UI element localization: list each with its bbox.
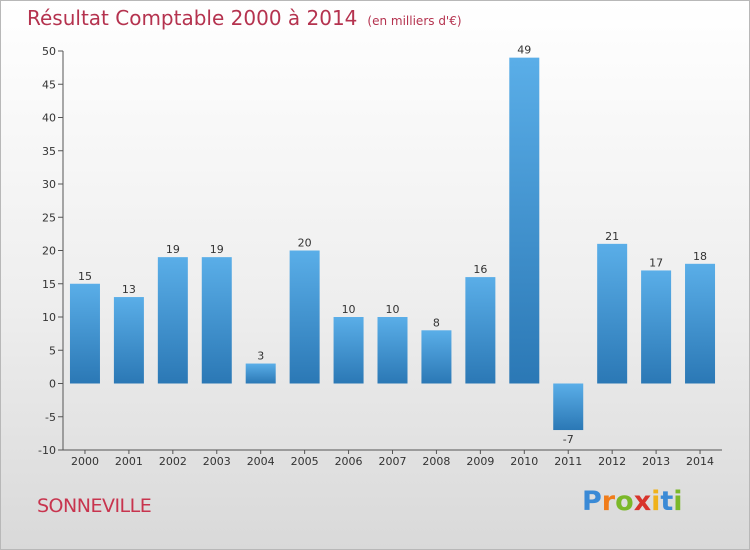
bar-2009 bbox=[465, 277, 496, 384]
logo-letter: P bbox=[582, 486, 602, 517]
y-tick-label: 30 bbox=[42, 178, 56, 191]
x-tick-label-2004: 2004 bbox=[247, 455, 275, 468]
x-tick-label-2002: 2002 bbox=[159, 455, 187, 468]
logo-letter: x bbox=[633, 486, 652, 517]
y-tick-label: 35 bbox=[42, 145, 56, 158]
data-label-2001: 13 bbox=[122, 283, 136, 296]
data-label-2005: 20 bbox=[298, 237, 312, 250]
bar-2003 bbox=[201, 257, 232, 384]
x-tick-label-2011: 2011 bbox=[554, 455, 582, 468]
bar-2006 bbox=[333, 317, 364, 384]
x-tick-label-2012: 2012 bbox=[598, 455, 626, 468]
label-layer: 15 13 19 19 3 20 10 10 8 16 49 -7 21 17 18 bbox=[78, 44, 707, 446]
data-label-2008: 8 bbox=[433, 316, 440, 329]
bar-2004 bbox=[245, 363, 276, 384]
bar-2014 bbox=[685, 263, 716, 384]
x-tick-label-2009: 2009 bbox=[466, 455, 494, 468]
logo-letter: i bbox=[673, 486, 683, 517]
y-tick-label: 5 bbox=[49, 344, 56, 357]
bar-2002 bbox=[157, 257, 188, 384]
chart-subtitle: (en milliers d'€) bbox=[367, 14, 462, 28]
x-tick-label-2008: 2008 bbox=[422, 455, 450, 468]
x-tick-label-2010: 2010 bbox=[510, 455, 538, 468]
data-label-2000: 15 bbox=[78, 270, 92, 283]
y-tick-label: 50 bbox=[42, 45, 56, 58]
bar-2000 bbox=[69, 283, 100, 384]
bar-2011 bbox=[553, 383, 584, 431]
data-label-2010: 49 bbox=[517, 44, 531, 57]
bar-2007 bbox=[377, 317, 408, 384]
bar-2013 bbox=[641, 270, 672, 384]
bar-2001 bbox=[113, 297, 144, 384]
chart-title: Résultat Comptable 2000 à 2014 (en millie… bbox=[27, 6, 462, 30]
commune-name: SONNEVILLE bbox=[37, 495, 152, 517]
x-tick-label-2007: 2007 bbox=[379, 455, 407, 468]
bar-2008 bbox=[421, 330, 452, 384]
logo-letter: i bbox=[651, 486, 661, 517]
logo-letter: o bbox=[615, 486, 634, 517]
data-label-2004: 3 bbox=[257, 350, 264, 363]
logo-letter: t bbox=[660, 486, 674, 517]
bar-2010 bbox=[509, 57, 540, 384]
proxiti-logo: Proxiti bbox=[582, 486, 683, 517]
data-label-2007: 10 bbox=[386, 303, 400, 316]
y-tick-label: 25 bbox=[42, 211, 56, 224]
x-tick-label-2003: 2003 bbox=[203, 455, 231, 468]
axis-layer: -10 -5 0 5 10 15 20 25 30 35 40 45 50 2000 2001 2002 200… bbox=[38, 45, 722, 468]
data-label-2006: 10 bbox=[342, 303, 356, 316]
data-label-2013: 17 bbox=[649, 256, 663, 269]
data-label-2002: 19 bbox=[166, 243, 180, 256]
data-label-2012: 21 bbox=[605, 230, 619, 243]
chart-title-text: Résultat Comptable 2000 à 2014 bbox=[27, 6, 358, 30]
y-tick-label: 10 bbox=[42, 311, 56, 324]
y-tick-label: -5 bbox=[45, 411, 56, 424]
data-label-2009: 16 bbox=[473, 263, 487, 276]
x-tick-label-2001: 2001 bbox=[115, 455, 143, 468]
y-tick-label: -10 bbox=[38, 444, 56, 457]
x-tick-label-2006: 2006 bbox=[335, 455, 363, 468]
y-tick-label: 20 bbox=[42, 245, 56, 258]
bar-2012 bbox=[597, 243, 628, 384]
x-tick-label-2014: 2014 bbox=[686, 455, 714, 468]
data-label-2014: 18 bbox=[693, 250, 707, 263]
data-label-2011: -7 bbox=[563, 433, 574, 446]
x-tick-label-2005: 2005 bbox=[291, 455, 319, 468]
y-tick-label: 45 bbox=[42, 78, 56, 91]
y-tick-label: 40 bbox=[42, 112, 56, 125]
y-tick-label: 15 bbox=[42, 278, 56, 291]
y-tick-label: 0 bbox=[49, 378, 56, 391]
logo-letter: r bbox=[601, 486, 616, 517]
x-tick-label-2013: 2013 bbox=[642, 455, 670, 468]
bar-layer bbox=[69, 57, 716, 431]
x-tick-label-2000: 2000 bbox=[71, 455, 99, 468]
data-label-2003: 19 bbox=[210, 243, 224, 256]
bar-2005 bbox=[289, 250, 320, 384]
